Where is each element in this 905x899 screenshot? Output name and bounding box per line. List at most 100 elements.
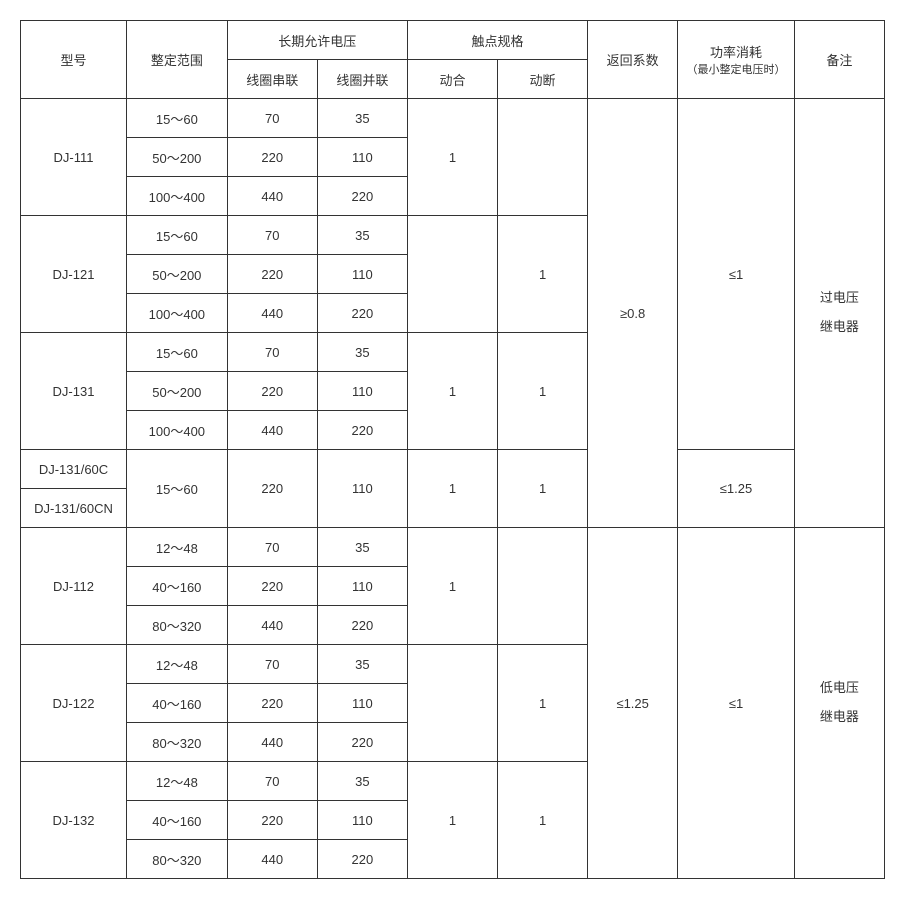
cell-range: 15～60 [127, 450, 228, 528]
cell-series: 220 [227, 450, 317, 528]
cell-series: 220 [227, 684, 317, 723]
cell-range: 50～200 [127, 255, 228, 294]
header-return-coef: 返回系数 [588, 21, 678, 99]
cell-model: DJ-121 [21, 216, 127, 333]
cell-contact-close: 1 [407, 333, 497, 450]
cell-range: 100～400 [127, 411, 228, 450]
cell-model: DJ-112 [21, 528, 127, 645]
cell-series: 440 [227, 411, 317, 450]
cell-range: 100～400 [127, 177, 228, 216]
cell-contact-close: 1 [407, 762, 497, 879]
cell-remark: 过电压继电器 [794, 99, 884, 528]
cell-contact-close: 1 [407, 99, 497, 216]
cell-power: ≤1 [678, 528, 795, 879]
cell-range: 15～60 [127, 216, 228, 255]
cell-model: DJ-131/60CN [21, 489, 127, 528]
cell-parallel: 110 [317, 138, 407, 177]
cell-series: 70 [227, 99, 317, 138]
cell-range: 80～320 [127, 606, 228, 645]
cell-parallel: 35 [317, 333, 407, 372]
cell-contact-open: 1 [498, 762, 588, 879]
cell-series: 440 [227, 606, 317, 645]
header-longterm-voltage: 长期允许电压 [227, 21, 407, 60]
table-row: DJ-112 12～48 70 35 1 ≤1.25 ≤1 低电压继电器 [21, 528, 885, 567]
cell-contact-close [407, 216, 497, 333]
cell-series: 70 [227, 762, 317, 801]
cell-contact-close [407, 645, 497, 762]
cell-model: DJ-111 [21, 99, 127, 216]
cell-parallel: 220 [317, 294, 407, 333]
cell-parallel: 220 [317, 411, 407, 450]
cell-range: 80～320 [127, 723, 228, 762]
cell-range: 40～160 [127, 801, 228, 840]
cell-parallel: 110 [317, 567, 407, 606]
cell-series: 220 [227, 801, 317, 840]
cell-series: 220 [227, 138, 317, 177]
cell-range: 12～48 [127, 645, 228, 684]
cell-range: 40～160 [127, 567, 228, 606]
header-contact-close: 动合 [407, 60, 497, 99]
cell-contact-open [498, 99, 588, 216]
cell-series: 70 [227, 645, 317, 684]
cell-power: ≤1 [678, 99, 795, 450]
cell-parallel: 110 [317, 801, 407, 840]
cell-model: DJ-132 [21, 762, 127, 879]
cell-series: 220 [227, 567, 317, 606]
cell-power: ≤1.25 [678, 450, 795, 528]
header-contact-spec: 触点规格 [407, 21, 587, 60]
header-coil-series: 线圈串联 [227, 60, 317, 99]
cell-series: 440 [227, 177, 317, 216]
cell-range: 100～400 [127, 294, 228, 333]
cell-range: 15～60 [127, 99, 228, 138]
cell-parallel: 220 [317, 606, 407, 645]
cell-range: 15～60 [127, 333, 228, 372]
cell-return-coef: ≤1.25 [588, 528, 678, 879]
cell-model: DJ-131 [21, 333, 127, 450]
cell-range: 12～48 [127, 762, 228, 801]
cell-parallel: 110 [317, 450, 407, 528]
header-power: 功率消耗 （最小整定电压时） [678, 21, 795, 99]
cell-range: 50～200 [127, 138, 228, 177]
cell-parallel: 110 [317, 372, 407, 411]
cell-series: 220 [227, 255, 317, 294]
cell-range: 50～200 [127, 372, 228, 411]
cell-parallel: 110 [317, 255, 407, 294]
header-power-label: 功率消耗 [710, 45, 762, 60]
table-row: DJ-131/60C 15～60 220 110 1 1 ≤1.25 [21, 450, 885, 489]
cell-contact-open: 1 [498, 645, 588, 762]
cell-range: 40～160 [127, 684, 228, 723]
cell-parallel: 35 [317, 645, 407, 684]
cell-range: 12～48 [127, 528, 228, 567]
cell-return-coef: ≥0.8 [588, 99, 678, 528]
header-model: 型号 [21, 21, 127, 99]
cell-model: DJ-131/60C [21, 450, 127, 489]
cell-range: 80～320 [127, 840, 228, 879]
cell-parallel: 220 [317, 840, 407, 879]
header-power-sublabel: （最小整定电压时） [687, 64, 786, 76]
cell-contact-close: 1 [407, 528, 497, 645]
cell-series: 440 [227, 723, 317, 762]
cell-series: 440 [227, 294, 317, 333]
header-contact-open: 动断 [498, 60, 588, 99]
cell-series: 70 [227, 333, 317, 372]
cell-series: 440 [227, 840, 317, 879]
cell-parallel: 35 [317, 528, 407, 567]
header-coil-parallel: 线圈并联 [317, 60, 407, 99]
cell-remark: 低电压继电器 [794, 528, 884, 879]
cell-series: 220 [227, 372, 317, 411]
cell-parallel: 35 [317, 762, 407, 801]
cell-contact-close: 1 [407, 450, 497, 528]
cell-parallel: 220 [317, 723, 407, 762]
cell-series: 70 [227, 216, 317, 255]
cell-parallel: 35 [317, 99, 407, 138]
cell-contact-open [498, 528, 588, 645]
cell-contact-open: 1 [498, 333, 588, 450]
header-remark: 备注 [794, 21, 884, 99]
cell-parallel: 220 [317, 177, 407, 216]
relay-spec-table: 型号 整定范围 长期允许电压 触点规格 返回系数 功率消耗 （最小整定电压时） … [20, 20, 885, 879]
cell-contact-open: 1 [498, 216, 588, 333]
cell-parallel: 35 [317, 216, 407, 255]
table-row: DJ-111 15～60 70 35 1 ≥0.8 ≤1 过电压继电器 [21, 99, 885, 138]
header-range: 整定范围 [127, 21, 228, 99]
cell-parallel: 110 [317, 684, 407, 723]
